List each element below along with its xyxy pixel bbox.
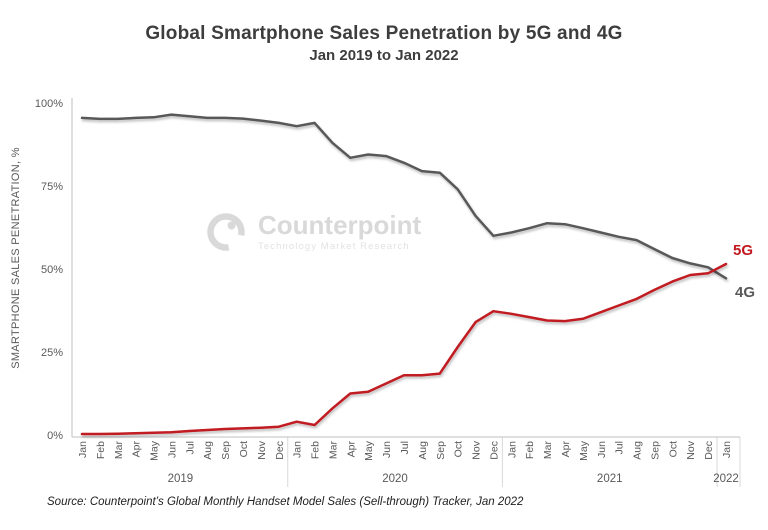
svg-text:50%: 50%	[41, 264, 63, 276]
svg-text:Jul: Jul	[399, 441, 411, 454]
svg-text:100%: 100%	[35, 98, 63, 110]
svg-text:Nov: Nov	[685, 440, 697, 459]
svg-text:May: May	[578, 440, 590, 461]
svg-text:Dec: Dec	[703, 441, 715, 460]
svg-text:Mar: Mar	[542, 441, 554, 460]
svg-text:Jul: Jul	[184, 441, 196, 454]
svg-text:Aug: Aug	[632, 441, 644, 460]
svg-text:Jan: Jan	[77, 441, 89, 458]
svg-text:Aug: Aug	[202, 441, 214, 460]
svg-text:Jun: Jun	[381, 441, 393, 458]
series-line-5g	[80, 262, 728, 436]
source-note: Source: Counterpoint’s Global Monthly Ha…	[47, 496, 524, 508]
svg-text:Nov: Nov	[471, 440, 483, 459]
svg-text:Dec: Dec	[274, 441, 286, 460]
svg-text:Mar: Mar	[327, 441, 339, 460]
svg-text:Feb: Feb	[95, 441, 107, 459]
svg-text:Jan: Jan	[506, 441, 518, 458]
svg-text:Jun: Jun	[596, 441, 608, 458]
svg-text:Jun: Jun	[166, 441, 178, 458]
svg-text:75%: 75%	[41, 181, 63, 193]
svg-text:Mar: Mar	[113, 441, 125, 460]
svg-text:Jan: Jan	[721, 441, 733, 458]
svg-text:Oct: Oct	[667, 441, 679, 457]
axes	[71, 98, 740, 438]
series-label-4g: 4G	[735, 284, 756, 302]
chart-header: Global Smartphone Sales Penetration by 5…	[0, 0, 768, 66]
svg-text:Aug: Aug	[417, 441, 429, 460]
year-separators	[287, 437, 741, 487]
series-line-4g	[80, 113, 728, 280]
svg-text:Apr: Apr	[560, 441, 572, 458]
x-axis-month-labels: Jan Feb Mar Apr May Jun Jul Aug Sep Oct Nov Dec Jan F…	[77, 440, 733, 461]
svg-text:Apr: Apr	[345, 441, 357, 458]
svg-text:2019: 2019	[168, 473, 194, 485]
series-label-5g: 5G	[733, 242, 754, 260]
svg-text:Sep: Sep	[649, 441, 661, 460]
svg-text:May: May	[149, 440, 161, 461]
y-axis-title: SMARTPHONE SALES PENETRATION, %	[10, 147, 22, 369]
svg-text:Apr: Apr	[131, 441, 143, 458]
svg-text:Oct: Oct	[453, 441, 465, 457]
svg-text:May: May	[363, 440, 375, 461]
svg-text:25%: 25%	[41, 347, 63, 359]
svg-text:Sep: Sep	[220, 441, 232, 460]
svg-text:Jul: Jul	[614, 441, 626, 454]
svg-text:Jan: Jan	[292, 441, 304, 458]
svg-text:Nov: Nov	[256, 440, 268, 459]
svg-text:2021: 2021	[597, 473, 623, 485]
x-axis-year-labels: 2019 2020 2021 2022	[168, 473, 739, 485]
chart-subtitle: Jan 2019 to Jan 2022	[309, 47, 459, 64]
svg-text:2020: 2020	[382, 473, 408, 485]
svg-text:Feb: Feb	[310, 441, 322, 459]
svg-text:Feb: Feb	[524, 441, 536, 459]
y-axis-ticks: 0% 25% 50% 75% 100%	[35, 98, 63, 442]
svg-text:2022: 2022	[713, 473, 739, 485]
svg-text:Dec: Dec	[488, 441, 500, 460]
svg-text:Sep: Sep	[435, 441, 447, 460]
svg-text:0%: 0%	[47, 430, 63, 442]
chart-title: Global Smartphone Sales Penetration by 5…	[145, 23, 623, 44]
svg-text:Oct: Oct	[238, 441, 250, 457]
